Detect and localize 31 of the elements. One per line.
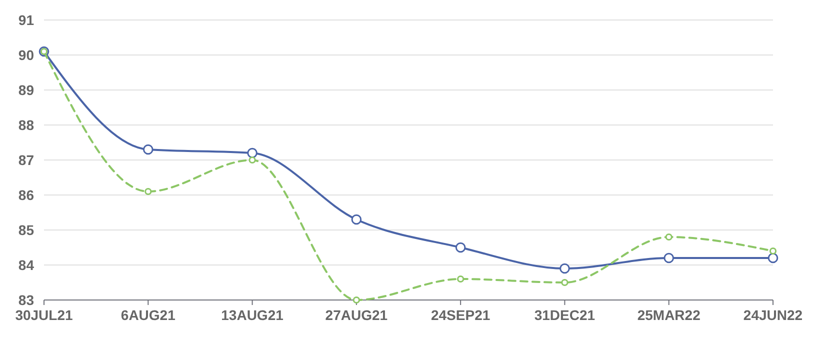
point bbox=[664, 252, 674, 264]
y-tick-label: 85 bbox=[18, 222, 34, 238]
point bbox=[142, 144, 154, 155]
y-tick-label: 90 bbox=[18, 46, 34, 63]
x-tick-label: 25MAR22 bbox=[637, 307, 701, 323]
y-tick-label: 84 bbox=[18, 256, 34, 273]
point bbox=[248, 156, 256, 164]
point bbox=[457, 275, 464, 283]
x-tick-label: 31DEC21 bbox=[534, 307, 596, 323]
point bbox=[768, 252, 778, 264]
y-tick-label: 89 bbox=[18, 82, 34, 98]
point bbox=[561, 278, 568, 286]
y-tick-label: 87 bbox=[18, 152, 34, 168]
point bbox=[247, 148, 258, 158]
point bbox=[665, 233, 672, 241]
x-tick-label: 6AUG21 bbox=[120, 307, 176, 323]
y-tick-label: 83 bbox=[18, 292, 34, 308]
y-tick-label: 88 bbox=[18, 116, 34, 133]
x-tick-label: 30JUL21 bbox=[15, 307, 74, 323]
x-tick-label: 24SEP21 bbox=[430, 307, 490, 323]
point bbox=[351, 214, 362, 225]
x-tick-label: 13AUG21 bbox=[221, 307, 284, 323]
point bbox=[769, 247, 777, 255]
y-tick-label: 86 bbox=[18, 186, 34, 203]
x-tick-label: 27AUG21 bbox=[325, 307, 388, 323]
y-tick-label: 91 bbox=[18, 12, 34, 28]
point bbox=[560, 263, 570, 274]
x-tick-label: 24JUN22 bbox=[743, 307, 803, 323]
point bbox=[455, 242, 466, 253]
point bbox=[352, 296, 360, 304]
point bbox=[144, 188, 152, 196]
